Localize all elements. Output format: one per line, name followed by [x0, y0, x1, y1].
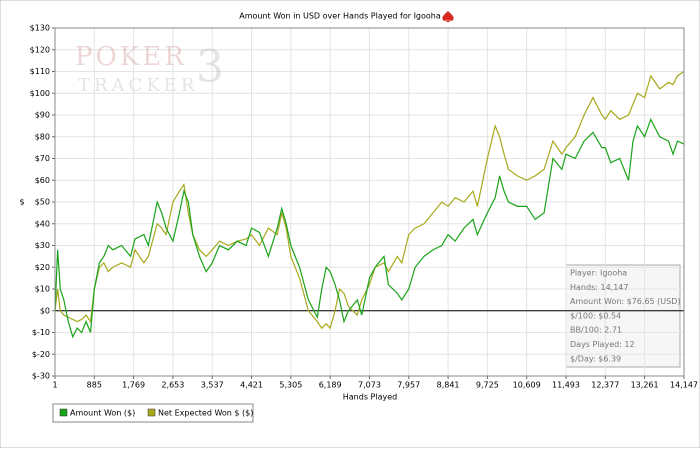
y-tick-label: $0 [40, 306, 50, 315]
x-tick-label: 2,653 [161, 381, 184, 390]
chart-title: Amount Won in USD over Hands Played for … [239, 12, 441, 21]
info-line: Player: Igooha [570, 269, 627, 278]
y-tick-label: $130 [30, 24, 50, 33]
x-tick-label: 4,421 [240, 381, 263, 390]
watermark: POKER TRACKER 3 [75, 42, 224, 97]
info-line: Days Played: 12 [570, 340, 635, 349]
legend-label: Net Expected Won $ ($) [158, 409, 253, 418]
y-tick-label: $-20 [32, 350, 50, 359]
x-tick-label: 12,377 [591, 381, 619, 390]
y-tick-label: $100 [30, 89, 50, 98]
info-box [565, 264, 681, 368]
plot-area [54, 27, 685, 377]
x-tick-label: 6,189 [319, 381, 342, 390]
x-tick-label: 7,957 [397, 381, 420, 390]
y-tick-label: $60 [35, 176, 50, 185]
y-tick-label: $70 [35, 154, 50, 163]
y-tick-label: $10 [35, 285, 50, 294]
info-line: BB/100: 2.71 [570, 326, 622, 335]
watermark-text: 3 [196, 42, 224, 93]
x-tick-label: 1 [52, 381, 57, 390]
y-tick-label: $40 [35, 219, 50, 228]
y-tick-label: $120 [30, 45, 50, 54]
spade-icon [442, 11, 454, 22]
y-tick-label: $50 [35, 198, 50, 207]
x-tick-label: 1,769 [122, 381, 145, 390]
x-tick-label: 13,261 [631, 381, 659, 390]
x-tick-label: 8,841 [437, 381, 460, 390]
info-line: Hands: 14,147 [570, 283, 628, 292]
watermark-text: TRACKER [78, 75, 198, 96]
y-tick-label: $-10 [32, 328, 50, 337]
legend-swatch [59, 408, 68, 417]
x-tick-label: 11,493 [552, 381, 580, 390]
y-tick-label: $80 [35, 132, 50, 141]
x-tick-label: 885 [87, 381, 102, 390]
y-tick-label: $110 [30, 67, 50, 76]
x-tick-label: 10,609 [513, 381, 541, 390]
legend-swatch [147, 408, 156, 417]
y-tick-label: $30 [35, 241, 50, 250]
legend-label: Amount Won ($) [70, 409, 135, 418]
x-tick-label: 3,537 [201, 381, 224, 390]
y-tick-label: $-30 [32, 372, 50, 381]
series-line [54, 117, 685, 339]
info-line: $/Day: $6.39 [570, 354, 621, 363]
watermark-text: POKER [75, 42, 187, 72]
series-line [54, 71, 685, 330]
x-tick-label: 5,305 [279, 381, 302, 390]
x-tick-label: 14,147 [670, 381, 698, 390]
x-tick-label: 9,725 [476, 381, 499, 390]
y-tick-label: $90 [35, 111, 50, 120]
y-axis-label: $ [19, 198, 24, 207]
x-tick-label: 7,073 [358, 381, 381, 390]
info-line: Amount Won: $76.65 (USD) [570, 297, 681, 306]
x-axis-label: Hands Played [343, 393, 397, 402]
info-line: $/100: $0.54 [570, 311, 621, 320]
y-tick-label: $20 [35, 263, 50, 272]
